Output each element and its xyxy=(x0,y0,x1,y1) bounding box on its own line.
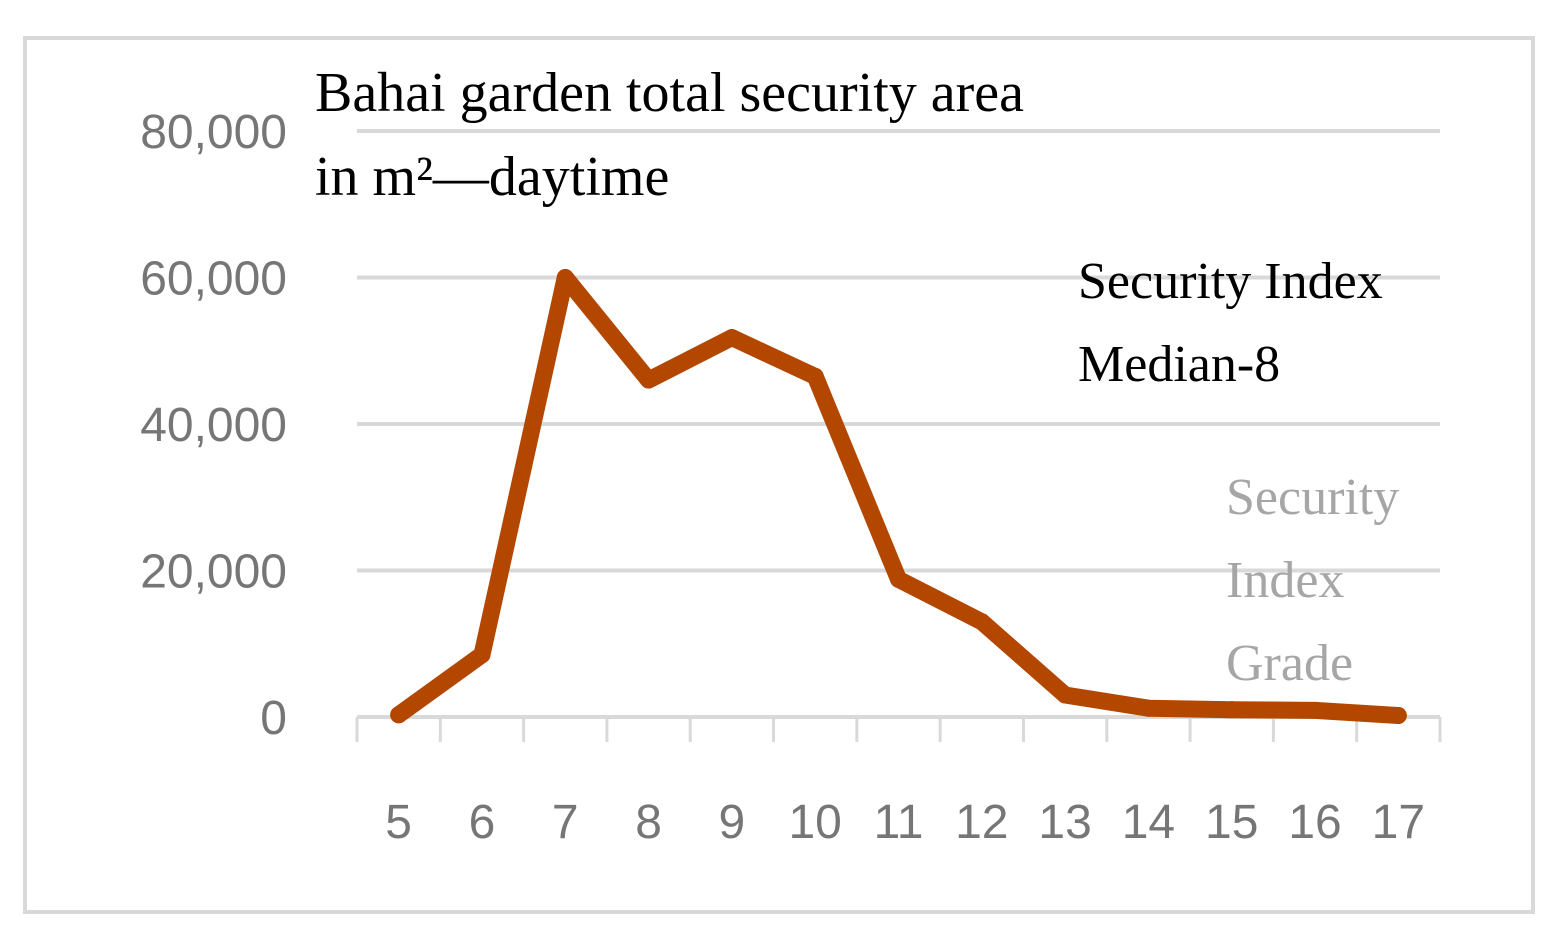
data-point xyxy=(806,367,824,385)
data-point xyxy=(556,269,574,286)
data-point xyxy=(723,329,741,347)
data-point xyxy=(640,371,658,389)
y-tick-label: 80,000 xyxy=(140,106,287,159)
x-tick-label: 15 xyxy=(1205,796,1258,849)
chart-title-line-1: Bahai garden total security area xyxy=(315,62,1024,124)
data-point xyxy=(973,613,991,631)
data-point xyxy=(1389,707,1407,725)
y-tick-label: 60,000 xyxy=(140,253,287,306)
x-tick-label: 8 xyxy=(635,796,662,849)
x-axis-title-line-2: Index xyxy=(1226,552,1344,609)
x-axis-title-line-3: Grade xyxy=(1226,635,1353,692)
y-tick-label: 40,000 xyxy=(140,399,287,452)
data-point xyxy=(1056,686,1074,704)
x-tick-labels: 5 6 7 8 9 10 11 12 13 14 15 16 17 xyxy=(385,796,1425,849)
data-point xyxy=(1306,701,1324,719)
y-tick-label: 0 xyxy=(260,692,287,745)
x-axis-title-line-1: Security xyxy=(1226,469,1399,526)
x-tick-label: 16 xyxy=(1288,796,1341,849)
chart-title-line-2: in m²—daytime xyxy=(315,146,669,208)
data-point xyxy=(890,570,907,588)
data-point xyxy=(390,706,408,724)
x-tick-label: 14 xyxy=(1122,796,1175,849)
chart-border xyxy=(23,36,1535,914)
x-tick-label: 7 xyxy=(552,796,579,849)
x-tick-label: 13 xyxy=(1038,796,1091,849)
x-tick-label: 17 xyxy=(1372,796,1425,849)
x-tick-label: 12 xyxy=(955,796,1008,849)
annotation-line-1: Security Index xyxy=(1078,253,1383,310)
series-layer xyxy=(390,269,1407,725)
x-tick-label: 10 xyxy=(788,796,841,849)
y-axis: 0 20,000 40,000 60,000 80,000 xyxy=(140,106,287,745)
annotation-line-2: Median-8 xyxy=(1078,336,1280,393)
data-point xyxy=(1223,701,1241,719)
x-tick-label: 5 xyxy=(385,796,412,849)
data-point xyxy=(473,646,491,664)
x-tick-label: 11 xyxy=(874,796,924,849)
y-tick-label: 20,000 xyxy=(140,546,287,599)
x-tick-label: 9 xyxy=(719,796,746,849)
x-tick-label: 6 xyxy=(469,796,496,849)
data-point xyxy=(1139,699,1157,717)
